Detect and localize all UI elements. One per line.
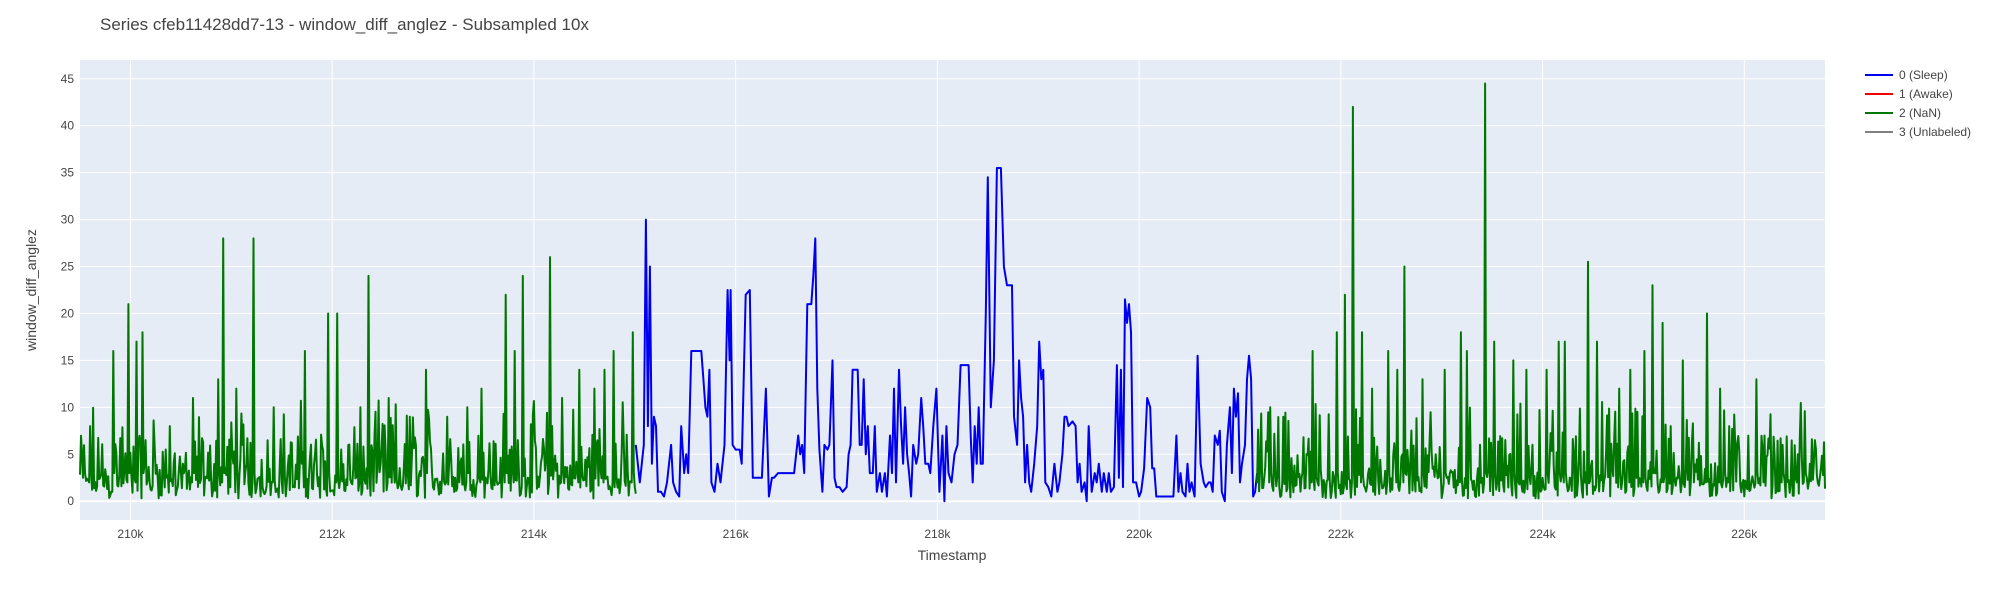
plot-area: [80, 60, 1825, 520]
series-line-2-nan-: [79, 237, 637, 500]
y-tick-label: 35: [61, 166, 75, 180]
y-axis-ticks: 0 5 10 15 20 25 30 35 40 45: [61, 72, 75, 508]
legend-label: 2 (NaN): [1899, 106, 1941, 120]
legend-label: 3 (Unlabeled): [1899, 125, 1971, 139]
y-tick-label: 20: [61, 306, 75, 320]
y-axis-title: window_diff_anglez: [23, 229, 39, 352]
series-line-0-sleep-: [634, 167, 1259, 503]
x-tick-label: 226k: [1731, 527, 1758, 541]
legend-label: 0 (Sleep): [1899, 68, 1948, 82]
y-tick-label: 0: [67, 494, 74, 508]
y-tick-label: 30: [61, 213, 75, 227]
legend: 0 (Sleep) 1 (Awake) 2 (NaN) 3 (Unlabeled): [1865, 68, 1971, 139]
x-tick-label: 218k: [924, 527, 951, 541]
x-tick-label: 210k: [117, 527, 144, 541]
x-tick-label: 222k: [1328, 527, 1355, 541]
chart-title: Series cfeb11428dd7-13 - window_diff_ang…: [100, 15, 589, 34]
y-tick-label: 10: [61, 400, 75, 414]
x-tick-label: 214k: [521, 527, 548, 541]
series-lines: [79, 82, 1826, 503]
legend-label: 1 (Awake): [1899, 87, 1953, 101]
x-tick-label: 220k: [1126, 527, 1153, 541]
y-tick-label: 40: [61, 119, 75, 133]
x-axis-title: Timestamp: [918, 547, 987, 563]
y-tick-label: 25: [61, 260, 75, 274]
x-tick-label: 216k: [723, 527, 750, 541]
x-tick-label: 212k: [319, 527, 346, 541]
series-line-2-nan-: [1256, 82, 1826, 500]
grid-lines: [80, 60, 1825, 520]
x-tick-label: 224k: [1530, 527, 1557, 541]
y-tick-label: 5: [67, 447, 74, 461]
x-axis-ticks: 210k 212k 214k 216k 218k 220k 222k 224k 226k: [117, 527, 1758, 541]
y-tick-label: 45: [61, 72, 75, 86]
y-tick-label: 15: [61, 353, 75, 367]
